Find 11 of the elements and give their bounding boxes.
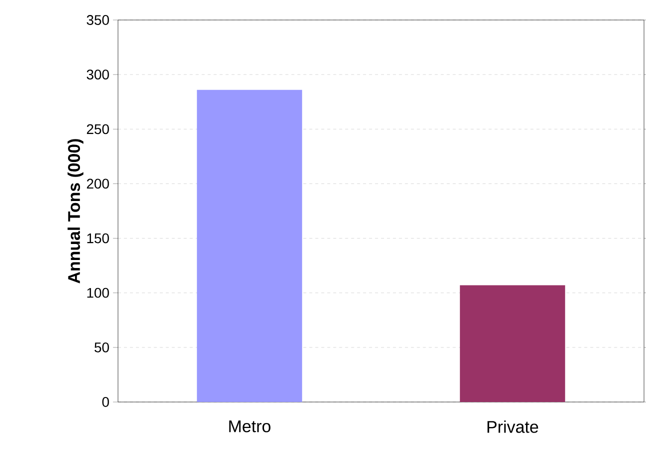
y-tick-label: 350 — [86, 15, 109, 25]
y-tick-label: 300 — [86, 70, 109, 80]
y-tick-label: 200 — [86, 178, 109, 189]
y-tick-label: 0 — [102, 397, 109, 407]
y-tick-label: 50 — [94, 342, 109, 352]
y-tick-label: 100 — [87, 288, 109, 298]
y-tick-label: 150 — [87, 233, 109, 244]
y-axis-title: Annual Tons (000) — [68, 139, 84, 284]
x-tick-label: Private — [488, 420, 538, 433]
y-tick-label: 250 — [86, 124, 109, 134]
x-tick-label: Metro — [229, 420, 270, 432]
